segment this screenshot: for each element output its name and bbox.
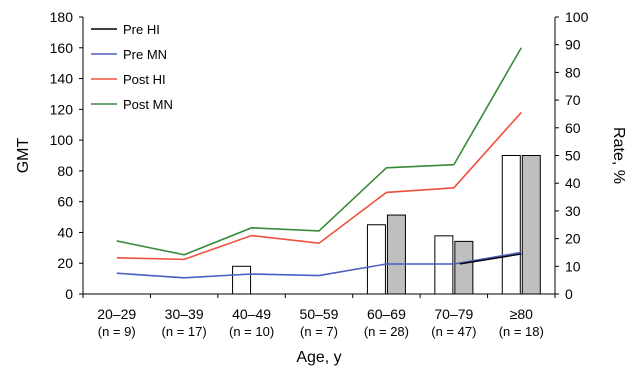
left-tick-label: 40 — [57, 224, 73, 240]
bar — [434, 235, 454, 295]
legend-label: Pre HI — [123, 22, 160, 37]
right-tick-label: 80 — [565, 64, 581, 80]
right-tick-label: 10 — [565, 258, 581, 274]
x-tick-label: 20–29 — [97, 306, 136, 322]
right-tick-label: 90 — [565, 37, 581, 53]
left-tick-label: 60 — [57, 194, 73, 210]
lines — [116, 47, 522, 279]
x-tick-sublabel: (n = 17) — [162, 324, 207, 339]
left-tick-label: 120 — [50, 101, 74, 117]
x-tick-label: 50–59 — [300, 306, 339, 322]
right-tick-label: 20 — [565, 231, 581, 247]
bar — [232, 265, 252, 295]
legend: Pre HI Pre MN Post HI Post MN — [91, 22, 173, 112]
series-line — [116, 251, 522, 279]
series-line — [116, 47, 522, 256]
series-line — [459, 253, 522, 265]
right-axis-title: Rate, % — [610, 127, 627, 184]
right-tick-label: 40 — [565, 175, 581, 191]
x-tick-sublabel: (n = 9) — [98, 324, 136, 339]
right-tick-label: 30 — [565, 203, 581, 219]
left-tick-label: 180 — [50, 9, 74, 25]
legend-label: Pre MN — [123, 47, 167, 62]
x-tick-label: 70–79 — [434, 306, 473, 322]
series-line — [116, 111, 522, 261]
x-tick-label: 60–69 — [367, 306, 406, 322]
x-tick-sublabel: (n = 28) — [364, 324, 409, 339]
x-tick-label: 30–39 — [165, 306, 204, 322]
x-tick-sublabel: (n = 18) — [499, 324, 544, 339]
labels: 0 20 40 60 80 100 120 140 160 180 0 10 20 30 40 50 60 70 8… — [15, 9, 627, 366]
left-tick-label: 100 — [50, 132, 74, 148]
left-tick-label: 0 — [65, 286, 73, 302]
x-tick-label: ≥80 — [510, 306, 533, 322]
right-tick-label: 50 — [565, 148, 581, 164]
bar — [521, 155, 541, 295]
right-tick-label: 70 — [565, 92, 581, 108]
bars — [232, 155, 541, 295]
x-tick-sublabel: (n = 10) — [229, 324, 274, 339]
bar — [454, 240, 474, 295]
left-tick-label: 80 — [57, 163, 73, 179]
right-tick-label: 100 — [565, 9, 589, 25]
legend-label: Post MN — [123, 97, 173, 112]
right-tick-label: 0 — [565, 286, 573, 302]
left-axis-title: GMT — [15, 138, 32, 174]
bar — [501, 155, 521, 295]
x-tick-label: 40–49 — [232, 306, 271, 322]
right-tick-label: 60 — [565, 120, 581, 136]
bar — [386, 214, 406, 295]
left-tick-label: 20 — [57, 255, 73, 271]
x-axis-title: Age, y — [296, 349, 341, 366]
bar — [366, 224, 386, 295]
x-tick-sublabel: (n = 47) — [431, 324, 476, 339]
left-tick-label: 160 — [50, 40, 74, 56]
left-tick-label: 140 — [50, 71, 74, 87]
legend-label: Post HI — [123, 72, 166, 87]
x-tick-sublabel: (n = 7) — [300, 324, 338, 339]
axes — [79, 16, 559, 298]
